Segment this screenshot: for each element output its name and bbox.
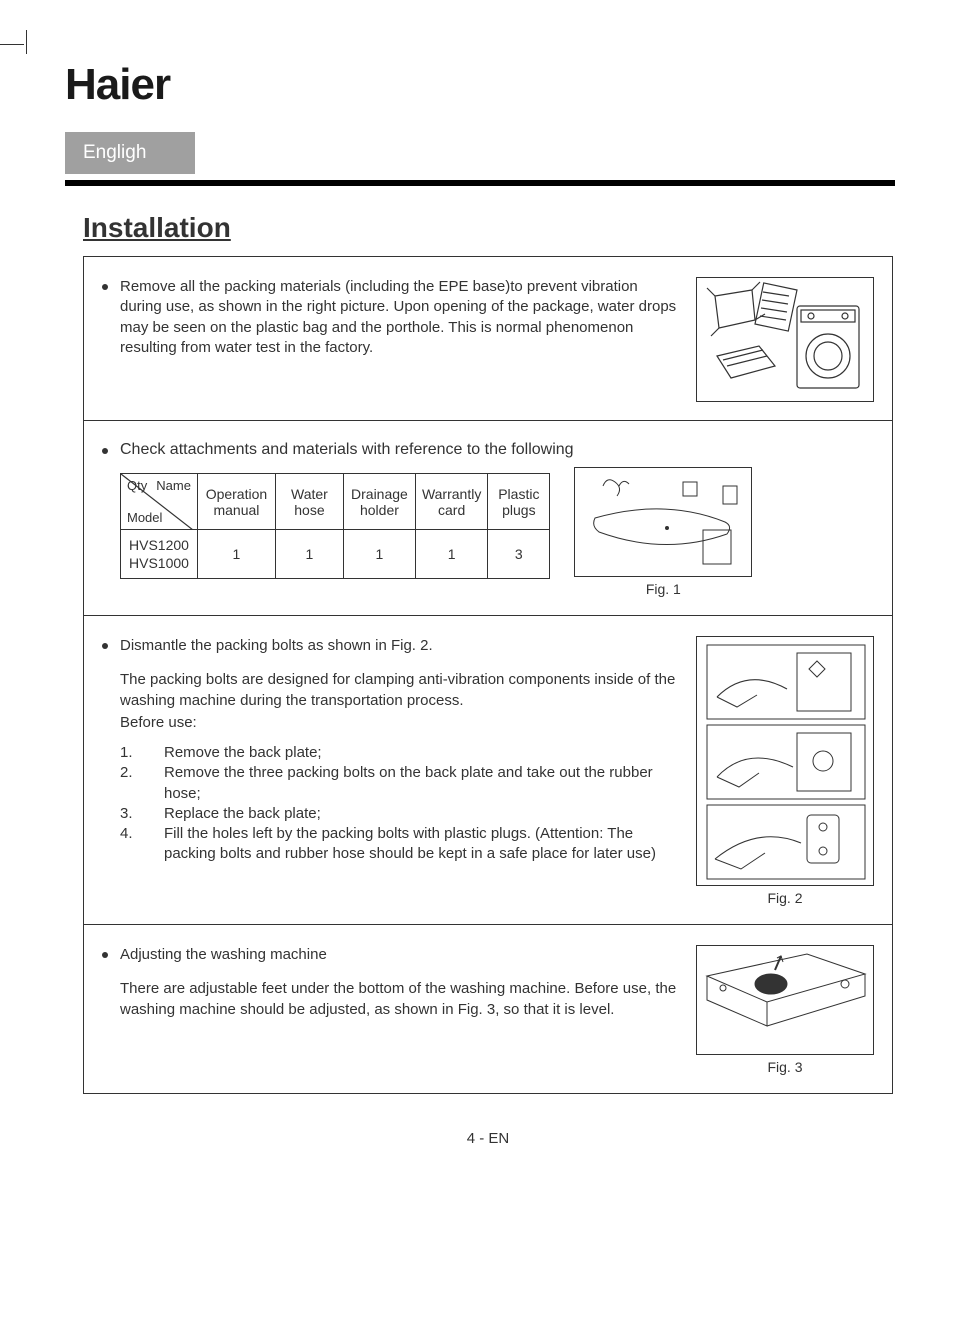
fig2-label: Fig. 2: [696, 890, 874, 906]
content-box: Remove all the packing materials (includ…: [83, 256, 893, 1094]
col-operation-manual: Operation manual: [197, 474, 275, 530]
illustration-bolts: [696, 636, 874, 886]
step-4: 4. Fill the holes left by the packing bo…: [120, 824, 678, 865]
illustration-leveling: [696, 945, 874, 1055]
diag-qty: Qty: [127, 478, 147, 493]
table-corner-cell: Qty Name Model: [121, 474, 198, 530]
illustration-accessories: [574, 467, 752, 577]
panel-bolts: Dismantle the packing bolts as shown in …: [84, 616, 892, 925]
col-warranty-card: Warrantly card: [415, 474, 487, 530]
diag-name: Name: [156, 478, 191, 493]
bullet-icon: [102, 643, 108, 649]
crop-marks: [0, 30, 30, 60]
language-tab: Engligh: [65, 132, 195, 174]
step-2: 2. Remove the three packing bolts on the…: [120, 763, 678, 804]
panel-attachments: Check attachments and materials with ref…: [84, 421, 892, 616]
bullet-icon: [102, 448, 108, 454]
col-plastic-plugs: Plastic plugs: [488, 474, 550, 530]
col-water-hose: Water hose: [275, 474, 343, 530]
page-number: 4 - EN: [83, 1130, 893, 1147]
panel1-text: Remove all the packing materials (includ…: [120, 277, 678, 358]
cell: 1: [197, 530, 275, 579]
panel-adjusting: Adjusting the washing machine There are …: [84, 925, 892, 1093]
brand-logo: Haier: [65, 60, 895, 110]
panel3-lead: Dismantle the packing bolts as shown in …: [120, 636, 433, 656]
attachments-table: Qty Name Model Operation manual Water ho…: [120, 473, 550, 579]
panel3-before: Before use:: [120, 713, 678, 733]
illustration-unpacking: [696, 277, 874, 402]
bullet-icon: [102, 952, 108, 958]
bullet-icon: [102, 284, 108, 290]
panel4-para: There are adjustable feet under the bott…: [120, 979, 678, 1020]
panel-packing: Remove all the packing materials (includ…: [84, 257, 892, 421]
section-title: Installation: [83, 212, 895, 244]
cell: 1: [275, 530, 343, 579]
fig1-label: Fig. 1: [574, 581, 752, 597]
cell: 3: [488, 530, 550, 579]
panel2-lead: Check attachments and materials with ref…: [120, 441, 574, 459]
cell: 1: [343, 530, 415, 579]
diag-model: Model: [127, 510, 162, 525]
page: Haier Engligh Installation Remove all th…: [65, 60, 895, 1147]
panel3-para: The packing bolts are designed for clamp…: [120, 670, 678, 711]
panel4-lead: Adjusting the washing machine: [120, 945, 327, 965]
step-1: 1. Remove the back plate;: [120, 743, 678, 763]
col-drainage-holder: Drainage holder: [343, 474, 415, 530]
fig3-label: Fig. 3: [696, 1059, 874, 1075]
divider-rule: [65, 180, 895, 186]
step-3: 3. Replace the back plate;: [120, 804, 678, 824]
cell: 1: [415, 530, 487, 579]
row-models: HVS1200 HVS1000: [121, 530, 198, 579]
